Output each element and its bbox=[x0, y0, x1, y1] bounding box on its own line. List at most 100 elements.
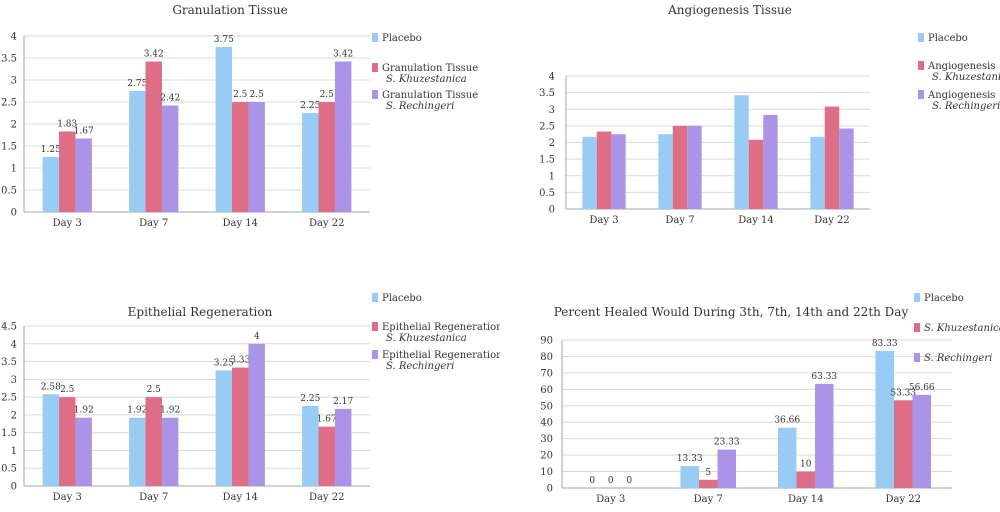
bar bbox=[232, 367, 249, 486]
legend-sublabel: S. Rechingeri bbox=[386, 361, 454, 372]
y-tick-label: 10 bbox=[540, 467, 553, 478]
chart-title: Angiogenesis Tissue bbox=[667, 3, 792, 17]
chart-angiogenesis-svg: Angiogenesis Tissue 0 0.5 1 1.5 2 2.5 3 3.5 4 Day… bbox=[539, 3, 1000, 226]
data-label: 5 bbox=[705, 468, 711, 478]
x-tick-label: Day 14 bbox=[222, 218, 258, 229]
y-tick-label: 4 bbox=[11, 32, 17, 43]
bar bbox=[42, 394, 60, 486]
chart-epithelial-regeneration: Epithelial Regeneration 0 0.5 1 1.5 2 2.5 3 3.5… bbox=[0, 254, 503, 508]
data-label: 10 bbox=[800, 460, 812, 470]
y-tick-label: 0.5 bbox=[539, 188, 555, 199]
bar bbox=[815, 383, 834, 488]
bar bbox=[839, 128, 854, 209]
legend-label: Epithelial Regeneration bbox=[382, 322, 500, 333]
bar bbox=[734, 95, 749, 209]
bar bbox=[248, 343, 265, 486]
data-label: 3.33 bbox=[230, 356, 250, 366]
y-tick-label: 3.5 bbox=[1, 54, 17, 65]
data-label: 83.33 bbox=[872, 339, 898, 349]
x-tick-label: Day 22 bbox=[814, 215, 850, 226]
legend-label: Granulation Tissue bbox=[382, 63, 478, 74]
chart-title: Granulation Tissue bbox=[172, 3, 287, 17]
bar bbox=[145, 397, 162, 486]
legend-label: Angiogenesis bbox=[927, 90, 995, 101]
data-label: 13.33 bbox=[677, 454, 703, 464]
bar bbox=[687, 125, 702, 209]
data-label: 3.75 bbox=[214, 35, 234, 45]
legend-sublabel: S. Rechingeri bbox=[386, 101, 454, 112]
bar bbox=[611, 134, 626, 209]
y-tick-label: 2 bbox=[549, 138, 555, 149]
data-label: 1.67 bbox=[317, 415, 337, 425]
bar bbox=[875, 350, 894, 488]
bar bbox=[810, 136, 825, 209]
data-label: 0 bbox=[626, 476, 632, 486]
bar bbox=[658, 134, 673, 209]
bar bbox=[75, 417, 92, 486]
bar bbox=[42, 157, 60, 212]
y-tick-label: 0 bbox=[11, 208, 17, 219]
y-tick-label: 2 bbox=[11, 410, 17, 421]
legend-swatch bbox=[918, 90, 924, 99]
y-tick-label: 3 bbox=[11, 76, 17, 87]
x-tick-label: Day 3 bbox=[53, 218, 82, 229]
bar bbox=[161, 105, 179, 212]
bar bbox=[161, 417, 179, 486]
data-label: 1.83 bbox=[57, 119, 77, 129]
bar bbox=[248, 102, 265, 212]
y-tick-label: 0.5 bbox=[1, 464, 17, 475]
data-label: 2.5 bbox=[60, 385, 75, 395]
chart-granulation-svg: Granulation Tissue 0 0.5 1 1.5 2 2.5 3 3.5 4 1.25… bbox=[1, 3, 478, 229]
legend-sublabel: S. Khuzestanica bbox=[924, 323, 1000, 334]
bar bbox=[777, 427, 797, 488]
bar bbox=[215, 370, 233, 486]
data-label: 1.67 bbox=[74, 127, 94, 137]
y-tick-label: 3.5 bbox=[539, 88, 555, 99]
bar bbox=[129, 91, 146, 212]
legend-label: Epithelial Regeneration bbox=[382, 350, 500, 361]
x-tick-label: Day 7 bbox=[139, 492, 168, 503]
bar bbox=[596, 131, 612, 209]
legend-sublabel: S. Khuzestanica bbox=[386, 333, 467, 344]
bar bbox=[748, 139, 764, 209]
legend-swatch bbox=[372, 33, 378, 42]
data-label: 63.33 bbox=[811, 372, 837, 382]
data-label: 23.33 bbox=[714, 438, 740, 448]
legend-swatch bbox=[372, 63, 378, 72]
x-tick-label: Day 3 bbox=[589, 215, 618, 226]
legend-label: Placebo bbox=[382, 293, 422, 304]
y-tick-label: 4.5 bbox=[1, 322, 17, 333]
y-tick-label: 50 bbox=[540, 401, 553, 412]
data-label: 2.5 bbox=[250, 90, 265, 100]
data-label: 2.17 bbox=[333, 397, 353, 407]
legend-swatch bbox=[914, 293, 920, 302]
chart-granulation-tissue: Granulation Tissue 0 0.5 1 1.5 2 2.5 3 3.5 4 1.25… bbox=[0, 0, 500, 254]
x-tick-label: Day 14 bbox=[222, 492, 258, 503]
data-label: 1.92 bbox=[127, 406, 147, 416]
data-label: 36.66 bbox=[774, 416, 800, 426]
bar bbox=[672, 125, 688, 209]
y-tick-label: 1.5 bbox=[1, 428, 17, 439]
legend-swatch bbox=[914, 323, 920, 332]
data-label: 53.33 bbox=[890, 388, 916, 398]
chart-epithelial-svg: Epithelial Regeneration 0 0.5 1 1.5 2 2.5 3 3.5… bbox=[1, 293, 503, 503]
data-label: 1.92 bbox=[74, 406, 94, 416]
y-tick-label: 30 bbox=[540, 434, 553, 445]
legend-sublabel: S. Khuzestanica bbox=[932, 72, 1000, 83]
legend-swatch bbox=[918, 61, 924, 70]
data-label: 2.75 bbox=[127, 79, 147, 89]
bar bbox=[232, 102, 249, 212]
bar bbox=[334, 408, 352, 486]
legend-label: Angiogenesis bbox=[927, 61, 995, 72]
y-tick-label: 40 bbox=[540, 418, 553, 429]
x-tick-label: Day 22 bbox=[885, 494, 921, 505]
y-tick-label: 3.5 bbox=[1, 357, 17, 368]
data-label: 3.25 bbox=[214, 358, 234, 368]
chart-title: Epithelial Regeneration bbox=[128, 305, 273, 319]
bar bbox=[75, 138, 92, 212]
y-tick-label: 4 bbox=[549, 72, 555, 83]
y-tick-label: 0.5 bbox=[1, 186, 17, 197]
x-tick-label: Day 22 bbox=[309, 218, 345, 229]
y-tick-label: 1 bbox=[11, 164, 17, 175]
chart-angiogenesis-tissue: Angiogenesis Tissue 0 0.5 1 1.5 2 2.5 3 3.5 4 Day… bbox=[500, 0, 1000, 254]
